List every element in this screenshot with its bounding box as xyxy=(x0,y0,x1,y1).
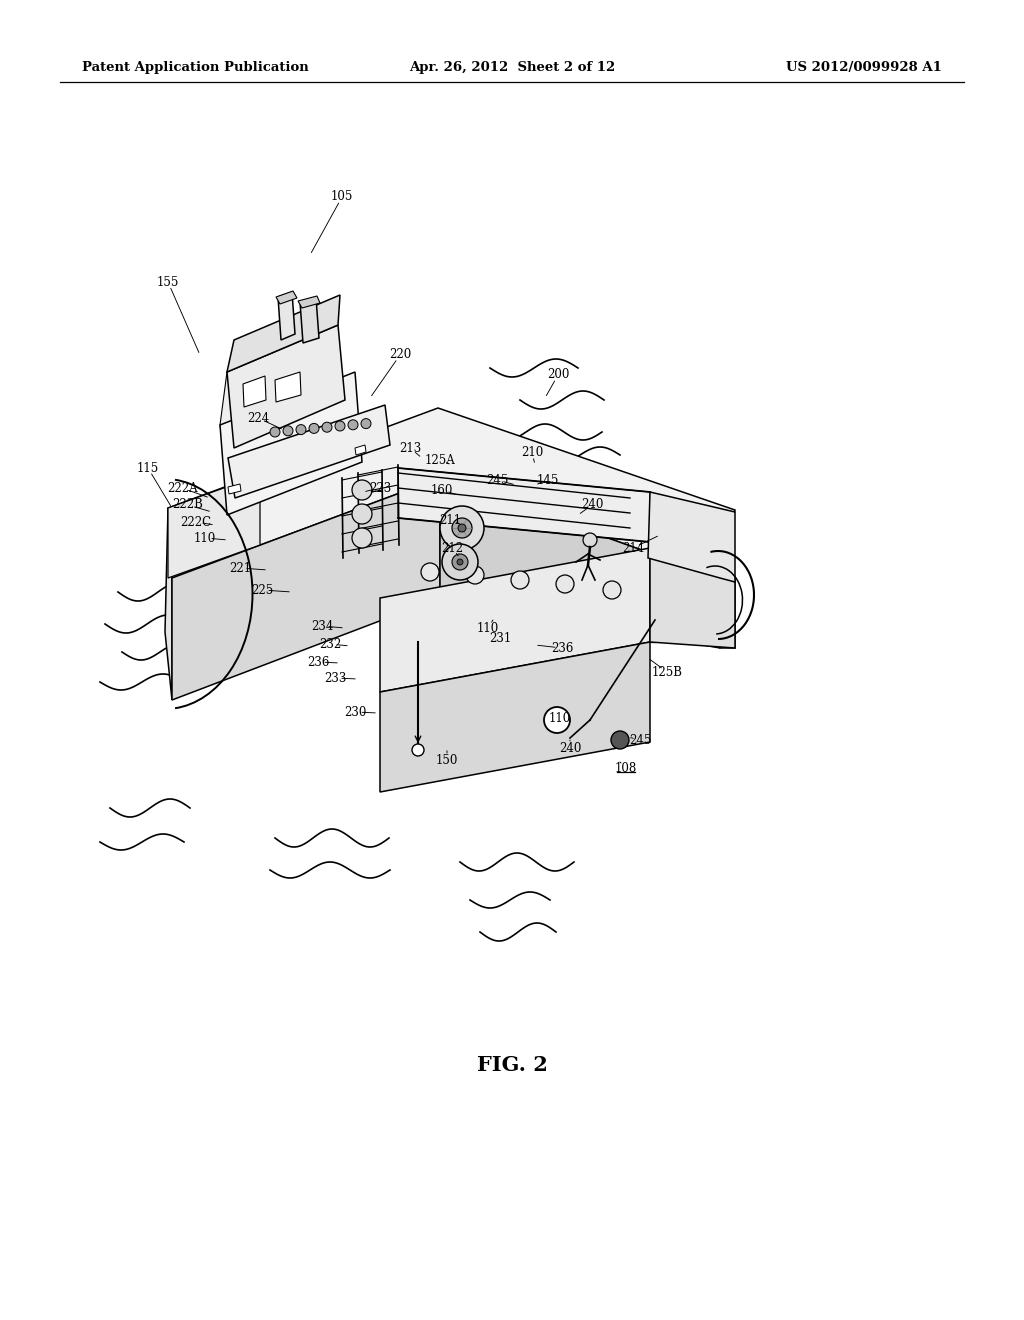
Circle shape xyxy=(322,422,332,432)
Circle shape xyxy=(583,533,597,546)
Text: 110: 110 xyxy=(194,532,216,544)
Text: 240: 240 xyxy=(581,499,603,511)
Circle shape xyxy=(511,572,529,589)
Text: 212: 212 xyxy=(441,541,463,554)
Circle shape xyxy=(361,418,371,429)
Circle shape xyxy=(309,424,319,433)
Circle shape xyxy=(352,480,372,500)
Text: 220: 220 xyxy=(389,348,411,362)
Text: US 2012/0099928 A1: US 2012/0099928 A1 xyxy=(786,62,942,74)
Circle shape xyxy=(544,708,570,733)
Text: 225: 225 xyxy=(251,583,273,597)
Circle shape xyxy=(412,744,424,756)
Circle shape xyxy=(270,426,280,437)
Polygon shape xyxy=(720,578,735,648)
Text: Apr. 26, 2012  Sheet 2 of 12: Apr. 26, 2012 Sheet 2 of 12 xyxy=(409,62,615,74)
Polygon shape xyxy=(168,475,260,578)
Polygon shape xyxy=(398,469,650,543)
Text: 214: 214 xyxy=(622,541,644,554)
Circle shape xyxy=(458,524,466,532)
Polygon shape xyxy=(168,408,735,578)
Circle shape xyxy=(352,504,372,524)
Text: 222A: 222A xyxy=(167,482,198,495)
Polygon shape xyxy=(227,294,340,372)
Polygon shape xyxy=(278,292,295,341)
Polygon shape xyxy=(275,372,301,403)
Circle shape xyxy=(603,581,621,599)
Circle shape xyxy=(452,554,468,570)
Polygon shape xyxy=(220,372,260,470)
Circle shape xyxy=(452,517,472,539)
Circle shape xyxy=(466,566,484,583)
Text: 234: 234 xyxy=(311,619,333,632)
Circle shape xyxy=(421,564,439,581)
Text: 221: 221 xyxy=(229,561,251,574)
Text: 110: 110 xyxy=(477,622,499,635)
Text: 110: 110 xyxy=(549,711,571,725)
Text: 231: 231 xyxy=(488,631,511,644)
Polygon shape xyxy=(650,543,655,642)
Text: 211: 211 xyxy=(439,513,461,527)
Polygon shape xyxy=(243,376,266,407)
Circle shape xyxy=(442,544,478,579)
Text: 232: 232 xyxy=(318,638,341,651)
Text: 236: 236 xyxy=(307,656,329,668)
Circle shape xyxy=(348,420,358,430)
Text: 200: 200 xyxy=(547,368,569,381)
Polygon shape xyxy=(648,492,735,582)
Circle shape xyxy=(352,528,372,548)
Text: 150: 150 xyxy=(436,754,458,767)
Text: 213: 213 xyxy=(399,441,421,454)
Polygon shape xyxy=(440,478,720,648)
Polygon shape xyxy=(298,296,319,308)
Text: 210: 210 xyxy=(521,446,543,458)
Text: 222B: 222B xyxy=(173,499,204,511)
Text: Patent Application Publication: Patent Application Publication xyxy=(82,62,309,74)
Text: 105: 105 xyxy=(331,190,353,203)
Circle shape xyxy=(611,731,629,748)
Polygon shape xyxy=(300,298,319,343)
Circle shape xyxy=(556,576,574,593)
Text: 240: 240 xyxy=(559,742,582,755)
Circle shape xyxy=(440,506,484,550)
Text: 224: 224 xyxy=(247,412,269,425)
Polygon shape xyxy=(355,445,366,455)
Text: 115: 115 xyxy=(137,462,159,474)
Polygon shape xyxy=(172,478,440,700)
Polygon shape xyxy=(380,548,650,692)
Circle shape xyxy=(296,425,306,434)
Text: 125A: 125A xyxy=(425,454,456,466)
Polygon shape xyxy=(276,290,297,304)
Text: 222C: 222C xyxy=(180,516,212,528)
Polygon shape xyxy=(380,642,650,792)
Polygon shape xyxy=(165,508,172,700)
Text: 145: 145 xyxy=(537,474,559,487)
Circle shape xyxy=(335,421,345,432)
Text: 245: 245 xyxy=(485,474,508,487)
Text: 125B: 125B xyxy=(651,665,683,678)
Text: 230: 230 xyxy=(344,705,367,718)
Text: 233: 233 xyxy=(324,672,346,685)
Text: 155: 155 xyxy=(157,276,179,289)
Polygon shape xyxy=(220,372,362,515)
Circle shape xyxy=(283,426,293,436)
Polygon shape xyxy=(227,325,345,447)
Text: 223: 223 xyxy=(369,482,391,495)
Polygon shape xyxy=(228,405,390,498)
Text: 108: 108 xyxy=(614,762,637,775)
Text: FIG. 2: FIG. 2 xyxy=(476,1055,548,1074)
Circle shape xyxy=(457,558,463,565)
Text: 160: 160 xyxy=(431,483,454,496)
Polygon shape xyxy=(650,548,735,648)
Polygon shape xyxy=(228,484,241,494)
Text: 245: 245 xyxy=(629,734,651,747)
Text: 236: 236 xyxy=(551,642,573,655)
